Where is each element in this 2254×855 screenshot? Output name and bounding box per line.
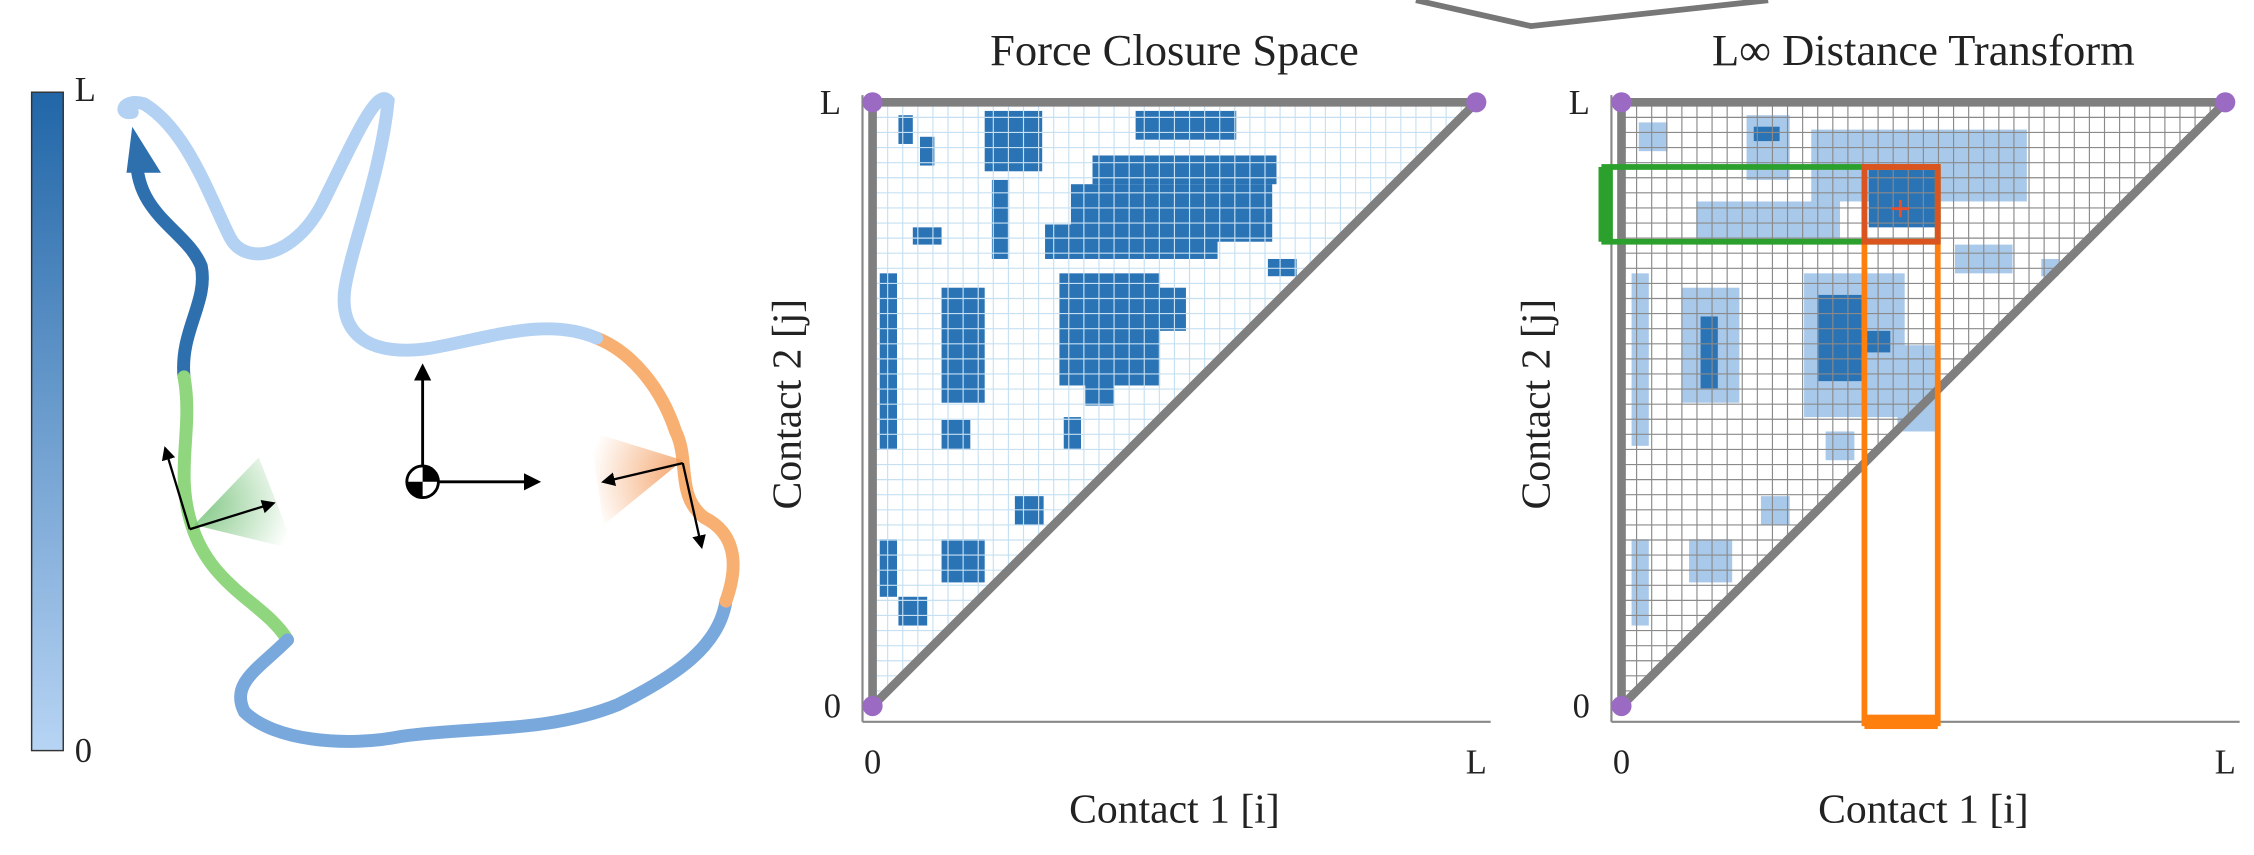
heatmap-cell [880, 539, 897, 597]
heatmap-cell [1869, 170, 1941, 228]
panel-title: Force Closure Space [990, 25, 1359, 75]
heatmap-cell [1085, 377, 1114, 406]
heatmap-cell [1701, 316, 1718, 388]
column-highlight [1864, 167, 1937, 723]
heatmap-cell [1059, 273, 1160, 385]
connector [1416, 0, 1768, 26]
heatmap-cell [1639, 122, 1668, 151]
y-tick-label: L [1569, 84, 1590, 122]
heatmap-cell [1632, 539, 1649, 625]
panel: Force Closure Space Contact 1 [i] Contact … [765, 25, 1491, 833]
y-axis-label: Contact 2 [j] [765, 299, 811, 510]
page: {"colorbar": {"max_label": "L", "min_lab… [0, 0, 2254, 850]
column-highlight-edge [1864, 715, 1937, 729]
corner-dot [1466, 92, 1486, 112]
friction-cone [589, 431, 682, 524]
heatmap-cell [1826, 431, 1855, 460]
heatmap-cell [1136, 111, 1237, 140]
contour-segment [137, 158, 203, 377]
heatmap-cell [1689, 539, 1732, 582]
row-highlight-edge [1599, 167, 1613, 242]
x-tick-label: L [2215, 744, 2236, 782]
heatmap-cell [880, 273, 897, 448]
colorbar-min-label: 0 [75, 732, 92, 770]
figure: L 0 [0, 0, 2254, 850]
x-axis-label: Contact 1 [i] [1818, 786, 2029, 832]
panel-title: L∞ Distance Transform [1712, 25, 2135, 75]
heatmap-cell [920, 137, 934, 166]
corner-dot [1611, 696, 1631, 716]
colorbar [32, 92, 64, 750]
heatmap-cell [913, 227, 942, 244]
heatmap-cell [1093, 155, 1277, 184]
panel: L∞ Distance Transform Contact 1 [i] Contac… [1514, 25, 2240, 833]
heatmap-cell [992, 180, 1009, 259]
heatmap-cell [1064, 417, 1081, 449]
corner-dot [1611, 92, 1631, 112]
heatmap-cell [1632, 273, 1649, 446]
y-axis-label: Contact 2 [j] [1514, 299, 1560, 510]
colorbar-max-label: L [75, 71, 96, 109]
heatmap-cell [898, 115, 912, 144]
contour-arrow [127, 127, 162, 173]
y-tick-label: 0 [824, 688, 841, 726]
contour-segment [241, 601, 726, 741]
object-frame [407, 367, 538, 498]
x-tick-label: L [1466, 744, 1487, 782]
corner-dot [2215, 92, 2235, 112]
x-tick-label: 0 [1613, 744, 1630, 782]
x-axis-label: Contact 1 [i] [1069, 786, 1280, 832]
heatmap-cell [1268, 259, 1297, 276]
heatmap-cells [880, 111, 1297, 626]
x-tick-label: 0 [864, 744, 881, 782]
y-tick-label: 0 [1573, 688, 1590, 726]
bunny-contour [124, 99, 733, 742]
heatmap-cell [1761, 496, 1790, 525]
heatmap-cell [1157, 288, 1186, 331]
corner-dot [863, 92, 883, 112]
corner-dot [863, 696, 883, 716]
heatmap-cell [1015, 496, 1044, 525]
y-tick-label: L [820, 84, 841, 122]
heatmap-cell [1818, 295, 1861, 381]
friction-cone [194, 457, 295, 549]
